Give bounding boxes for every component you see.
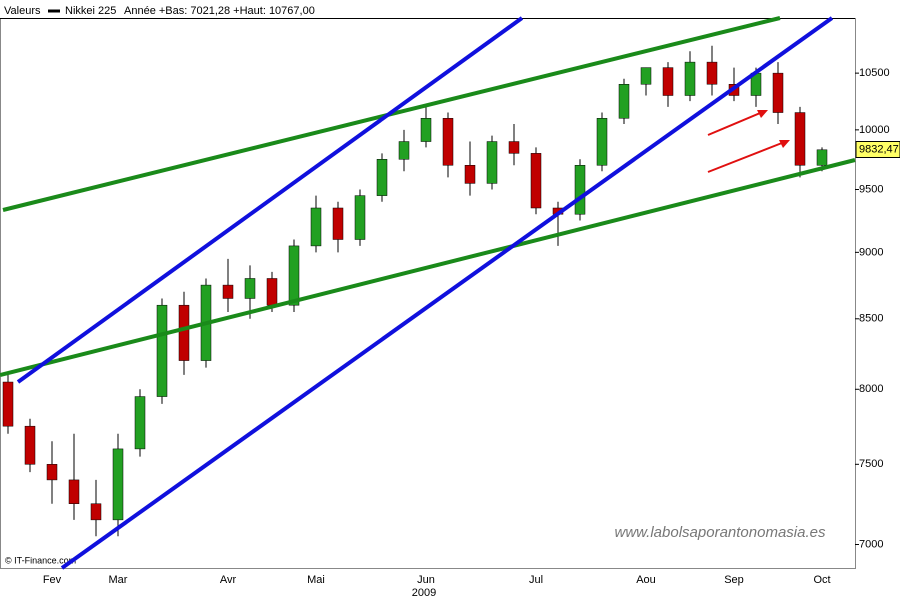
candle-body [398, 141, 410, 160]
candle-body [574, 165, 586, 215]
candle-body [706, 61, 718, 85]
candle-body [662, 67, 674, 96]
candle-body [508, 141, 520, 154]
trend-line [16, 16, 524, 384]
y-tick-label: 10000 [859, 124, 890, 136]
candle-body [310, 207, 322, 247]
x-tick-label: Fev [43, 574, 62, 586]
candle-body [156, 304, 168, 397]
arrow-head [757, 110, 768, 118]
range-text: Année +Bas: 7021,28 +Haut: 10767,00 [124, 5, 315, 17]
candle-body [772, 72, 784, 113]
y-tick-label: 8000 [859, 383, 883, 395]
candle-body [24, 425, 36, 465]
candle-body [596, 118, 608, 166]
arrow [707, 110, 766, 136]
y-tick-label: 8500 [859, 313, 883, 325]
candle-body [46, 464, 58, 481]
arrow [707, 140, 788, 173]
candle-body [178, 304, 190, 361]
candle-body [244, 278, 256, 299]
trend-line [0, 158, 856, 377]
candle-body [816, 149, 828, 166]
x-axis-label: 2009 [412, 587, 436, 599]
last-price-label: 9832,47 [859, 143, 899, 155]
candle-body [2, 381, 14, 427]
candle-body [222, 284, 234, 299]
candle-body [530, 153, 542, 209]
x-tick-label: Jun [417, 574, 435, 586]
candle-body [640, 67, 652, 85]
last-price-box [855, 141, 900, 159]
y-tick-label: 7500 [859, 458, 883, 470]
arrow-head [779, 140, 790, 148]
candle-body [464, 165, 476, 184]
candle-body [134, 396, 146, 450]
y-tick-label: 9000 [859, 246, 883, 258]
legend-entry: Nikkei 225 [65, 5, 116, 17]
y-tick-label: 7000 [859, 538, 883, 550]
source: © IT-Finance.com [5, 555, 76, 565]
candle-body [266, 278, 278, 306]
x-tick-label: Jul [529, 574, 543, 586]
x-tick-label: Mai [307, 574, 325, 586]
watermark: www.labolsaporantonomasia.es [615, 524, 826, 541]
y-tick-label: 10500 [859, 67, 890, 79]
candle-body [68, 479, 80, 504]
y-tick-label: 9500 [859, 183, 883, 195]
candle-body [90, 503, 102, 521]
x-tick-label: Sep [724, 574, 744, 586]
candle-body [376, 159, 388, 196]
candle-body [794, 112, 806, 166]
plot-area [0, 18, 856, 569]
candle-body [486, 141, 498, 184]
candle-body [354, 195, 366, 240]
trend-lines [0, 16, 856, 570]
x-tick-label: Avr [220, 574, 237, 586]
candle-body [684, 61, 696, 96]
header-label: Valeurs [4, 5, 41, 17]
candle-body [420, 118, 432, 142]
candle-body [442, 118, 454, 166]
x-tick-label: Mar [109, 574, 128, 586]
candle-body [618, 84, 630, 119]
candle-body [288, 245, 300, 306]
candle-body [112, 448, 124, 521]
candle-body [332, 207, 344, 240]
trend-line [60, 16, 834, 570]
x-tick-label: Aou [636, 574, 656, 586]
x-tick-label: Oct [813, 574, 830, 586]
